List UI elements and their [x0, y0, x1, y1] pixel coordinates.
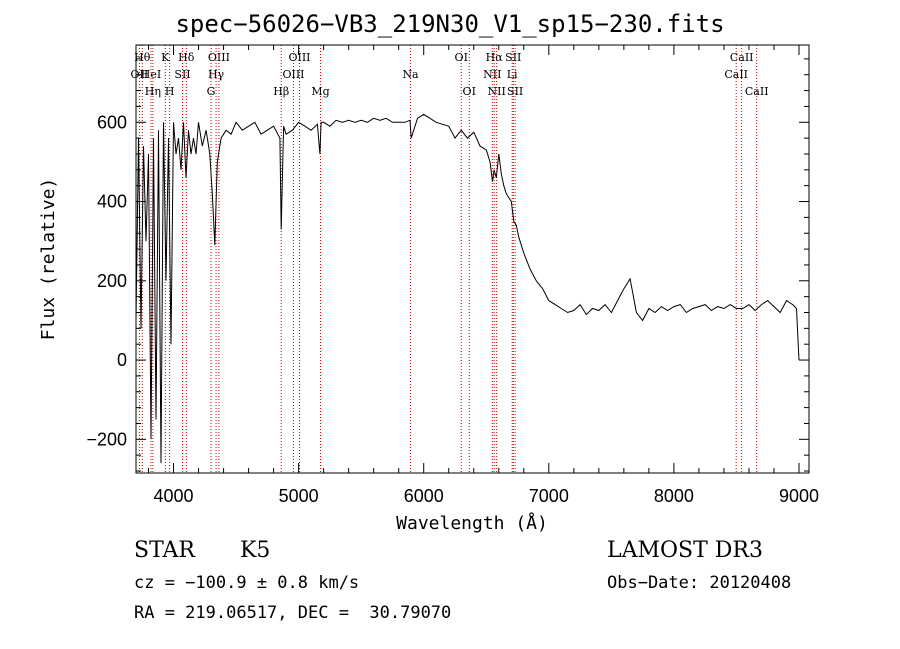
y-tick-label: 0: [117, 350, 127, 370]
line-label: OIII: [282, 68, 304, 81]
line-label: Mg: [311, 85, 329, 98]
spectral-subclass: K5: [240, 538, 271, 563]
coordinates: RA = 219.06517, DEC = 30.79070: [134, 603, 452, 623]
x-tick-label: 8000: [654, 486, 694, 506]
line-label: K: [161, 51, 170, 64]
y-axis: −200 0 200 400 600: [86, 58, 809, 472]
x-axis: 4000 5000 6000 7000 8000 9000: [148, 45, 819, 506]
line-label: H: [165, 85, 175, 98]
line-label: SII: [507, 85, 523, 98]
redshift-readout: cz = −100.9 ± 0.8 km/s: [134, 573, 360, 593]
line-label: Hγ: [208, 68, 225, 81]
line-label: Hβ: [273, 85, 289, 98]
line-marker-group: [138, 45, 758, 473]
x-tick-label: 7000: [529, 486, 569, 506]
y-tick-label: 400: [97, 192, 127, 212]
y-tick-label: 600: [97, 112, 127, 132]
object-class: STAR: [134, 538, 195, 563]
line-label: CaII: [745, 85, 769, 98]
line-label: SII: [505, 51, 521, 64]
line-label: Hδ: [178, 51, 195, 64]
line-label: Hη: [145, 85, 161, 98]
y-axis-label: Flux (relative): [38, 178, 59, 341]
x-tick-label: 5000: [279, 486, 319, 506]
y-tick-label: −200: [86, 429, 127, 449]
x-tick-label: 6000: [404, 486, 444, 506]
line-label: G: [207, 85, 216, 98]
line-label: NII: [487, 85, 505, 98]
line-label: Na: [402, 68, 419, 81]
x-tick-label: 9000: [779, 486, 819, 506]
line-label: OIII: [208, 51, 230, 64]
obs-date: Obs−Date: 20120408: [607, 573, 792, 593]
line-label: CaII: [730, 51, 754, 64]
line-label: OIII: [288, 51, 310, 64]
survey-name: LAMOST DR3: [607, 538, 763, 563]
flux-series-line: [135, 113, 800, 464]
y-tick-label: 200: [97, 271, 127, 291]
line-label: OI: [455, 51, 468, 64]
line-label: OI: [463, 85, 476, 98]
line-label: Hα: [486, 51, 504, 64]
line-label: NII: [483, 68, 501, 81]
line-label: OII: [131, 68, 149, 81]
line-label: SII: [174, 68, 190, 81]
plot-frame: [135, 44, 810, 474]
x-axis-label: Wavelength (Å): [396, 512, 548, 534]
line-label: HeI: [141, 68, 161, 81]
x-tick-label: 4000: [154, 486, 194, 506]
line-label: Hθ: [134, 51, 151, 64]
line-label: Li: [507, 68, 518, 81]
line-label: CaII: [724, 68, 748, 81]
chart-title: spec−56026−VB3_219N30_V1_sp15−230.fits: [175, 10, 725, 38]
